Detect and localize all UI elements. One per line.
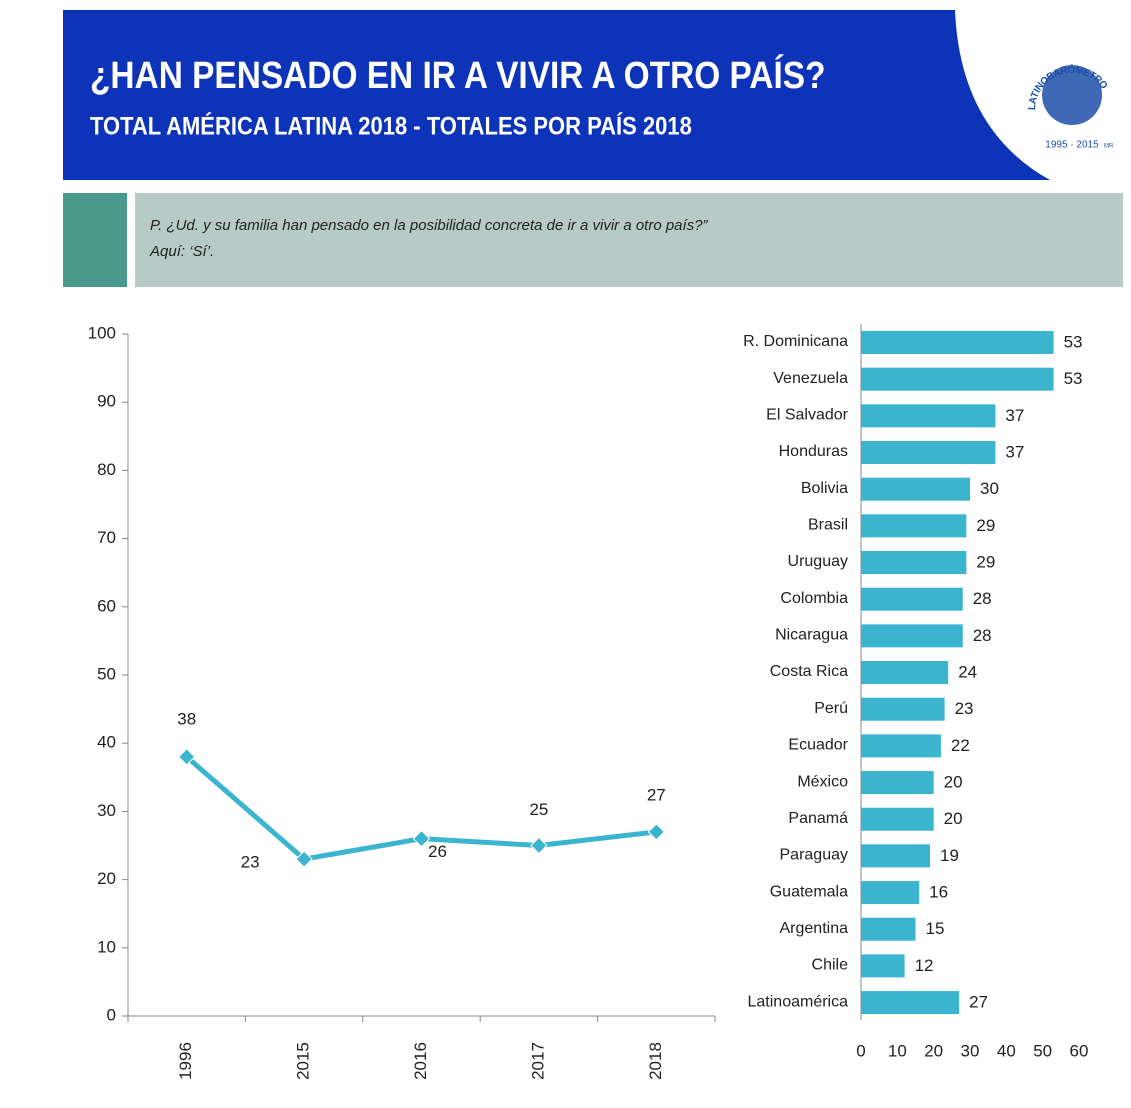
data-label: 25 [529,800,548,819]
data-label: 16 [929,883,948,902]
bar [861,331,1054,354]
question-box [135,193,1123,287]
bar [861,551,966,574]
y-tick-label: México [797,773,848,790]
y-tick-label: 30 [97,801,116,820]
x-tick-label: 20 [924,1041,943,1060]
x-tick-label: 10 [888,1041,907,1060]
y-tick-label: Latinoamérica [748,993,849,1010]
x-tick-label: 40 [997,1041,1016,1060]
x-tick-label: 50 [1033,1041,1052,1060]
data-label: 37 [1005,442,1024,461]
data-label: 20 [944,773,963,792]
marker [648,824,664,840]
data-label: 27 [647,785,666,804]
data-label: 28 [973,589,992,608]
x-tick-label: 30 [961,1041,980,1060]
question-accent [63,193,127,287]
data-label: 30 [980,479,999,498]
data-label: 15 [926,919,945,938]
bar [861,808,934,831]
bar [861,661,948,684]
bar [861,881,919,904]
y-tick-label: Ecuador [788,737,848,754]
data-label: 12 [915,956,934,975]
data-label: 53 [1064,332,1083,351]
bar [861,514,966,537]
y-tick-label: 90 [97,392,116,411]
y-tick-label: 20 [97,869,116,888]
data-label: 23 [955,699,974,718]
y-tick-label: Nicaragua [775,627,848,644]
x-tick-label: 2018 [646,1042,665,1080]
y-tick-label: Argentina [780,920,849,937]
y-tick-label: Perú [814,700,848,717]
y-tick-label: Brasil [808,517,848,534]
logo-years: 1995 · 2015 [1045,140,1099,151]
y-tick-label: Uruguay [788,553,848,570]
x-tick-label: 0 [856,1041,865,1060]
x-tick-label: 2015 [294,1042,313,1080]
y-tick-label: 0 [107,1005,116,1024]
y-tick-label: 80 [97,460,116,479]
bar [861,624,963,647]
bar [861,844,930,867]
y-tick-label: Guatemala [770,883,848,900]
y-tick-label: 60 [97,596,116,615]
header-title: ¿HAN PENSADO EN IR A VIVIR A OTRO PAÍS? [90,54,826,96]
data-label: 26 [428,842,447,861]
data-label: 38 [177,709,196,728]
data-label: 19 [940,846,959,865]
y-tick-label: Colombia [780,590,848,607]
data-label: 37 [1005,406,1024,425]
y-tick-label: Honduras [779,443,848,460]
question-note: Aquí: ‘Sí’. [149,243,214,260]
bar [861,588,963,611]
data-label: 20 [944,809,963,828]
y-tick-label: El Salvador [766,407,848,424]
y-tick-label: Panamá [788,810,848,827]
y-tick-label: 100 [88,323,116,342]
data-label: 23 [241,853,260,872]
y-tick-label: 70 [97,528,116,547]
x-tick-label: 1996 [176,1042,195,1080]
data-label: 28 [973,626,992,645]
x-tick-label: 2017 [528,1042,547,1080]
y-tick-label: Chile [812,957,849,974]
marker [531,838,547,854]
x-tick-label: 60 [1070,1041,1089,1060]
bar [861,918,916,941]
bar [861,991,959,1014]
bar [861,478,970,501]
bar [861,771,934,794]
data-label: 27 [969,993,988,1012]
y-tick-label: Venezuela [773,370,848,387]
data-label: 53 [1064,369,1083,388]
y-tick-label: R. Dominicana [743,333,848,350]
y-tick-label: 40 [97,733,116,752]
slide: ¿HAN PENSADO EN IR A VIVIR A OTRO PAÍS? … [0,0,1131,1108]
data-label: 22 [951,736,970,755]
y-tick-label: 50 [97,664,116,683]
data-label: 29 [976,516,995,535]
data-label: 29 [976,553,995,572]
bar [861,698,945,721]
x-tick-label: 2016 [411,1042,430,1080]
data-label: 24 [958,663,977,682]
y-tick-label: Paraguay [780,847,849,864]
y-tick-label: Costa Rica [770,663,848,680]
logo-mark: MR [1104,144,1114,150]
bar [861,368,1054,391]
y-tick-label: 10 [97,937,116,956]
bar [861,734,941,757]
y-tick-label: Bolivia [801,480,848,497]
question-text: P. ¿Ud. y su familia han pensado en la p… [150,217,709,234]
bar [861,404,995,427]
header-subtitle: TOTAL AMÉRICA LATINA 2018 - TOTALES POR … [90,111,692,140]
bar [861,954,905,977]
bar [861,441,995,464]
